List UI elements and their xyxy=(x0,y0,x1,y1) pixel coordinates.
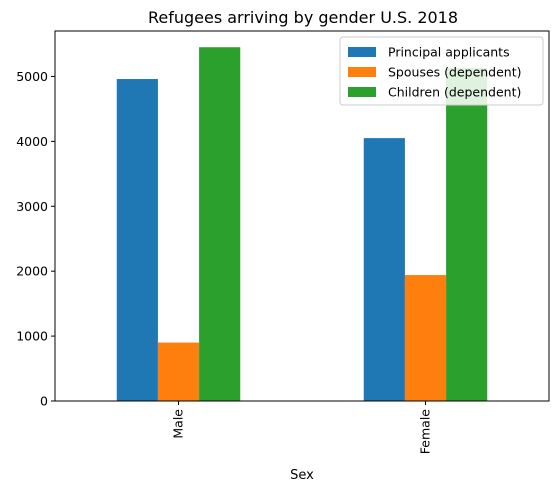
x-axis: Male Female xyxy=(171,401,433,454)
chart-title: Refugees arriving by gender U.S. 2018 xyxy=(148,8,458,27)
bar-male-principal-applicants xyxy=(116,79,158,401)
x-tick-label-female: Female xyxy=(418,409,433,455)
legend-swatch xyxy=(348,47,376,57)
y-tick-label: 2000 xyxy=(16,264,48,279)
legend: Principal applicants Spouses (dependent) C… xyxy=(339,36,544,106)
y-tick-label: 3000 xyxy=(16,199,48,214)
x-tick-label-male: Male xyxy=(171,409,186,439)
bars-group xyxy=(116,47,488,402)
legend-swatch xyxy=(348,67,376,77)
legend-entry: Spouses (dependent) xyxy=(388,65,522,80)
y-tick-label: 0 xyxy=(40,394,48,409)
bar-male-children-dependent xyxy=(199,47,241,402)
bar-female-principal-applicants xyxy=(363,138,405,401)
bar-male-spouses-dependent xyxy=(157,342,200,401)
legend-entry: Children (dependent) xyxy=(388,85,521,100)
bar-female-children-dependent xyxy=(446,68,488,401)
legend-entry: Principal applicants xyxy=(388,45,510,60)
y-axis: 0 1000 2000 3000 4000 5000 xyxy=(16,69,55,409)
legend-box xyxy=(339,36,544,106)
bar-female-spouses-dependent xyxy=(404,275,447,401)
y-tick-label: 1000 xyxy=(16,329,48,344)
y-tick-label: 5000 xyxy=(16,69,48,84)
y-tick-label: 4000 xyxy=(16,134,48,149)
legend-swatch xyxy=(348,87,376,97)
plot-frame xyxy=(54,30,550,402)
x-axis-label: Sex xyxy=(290,468,314,483)
